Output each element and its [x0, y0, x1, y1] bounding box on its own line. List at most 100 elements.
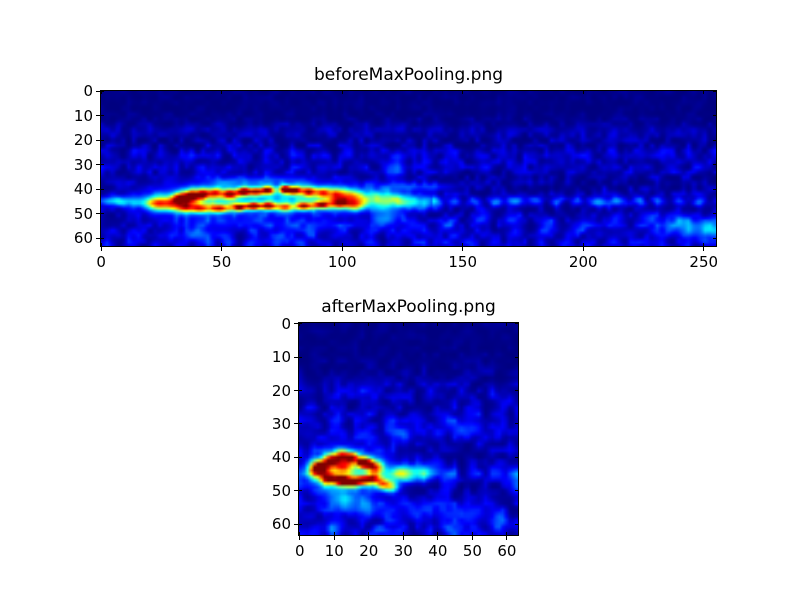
y-tick-mark — [713, 139, 716, 141]
y-tick-mark — [101, 237, 104, 239]
y-tick-mark — [515, 390, 518, 392]
y-tick-label: 40 — [73, 180, 93, 199]
y-tick-mark — [101, 188, 104, 190]
x-tick-mark — [341, 247, 343, 251]
y-tick-mark — [299, 456, 302, 458]
x-tick-mark — [582, 243, 584, 246]
x-tick-label: 20 — [359, 542, 379, 560]
y-tick-mark — [294, 356, 298, 358]
x-tick-mark — [100, 91, 102, 94]
x-tick-mark — [368, 536, 370, 540]
y-tick-mark — [299, 423, 302, 425]
x-tick-label: 100 — [327, 253, 357, 271]
y-tick-mark — [515, 356, 518, 358]
y-tick-mark — [713, 237, 716, 239]
y-tick-mark — [294, 523, 298, 525]
x-tick-mark — [471, 532, 473, 535]
y-tick-label: 60 — [73, 229, 93, 248]
y-tick-mark — [101, 115, 104, 117]
x-tick-label: 50 — [212, 253, 232, 271]
x-tick-mark — [703, 243, 705, 246]
y-tick-mark — [96, 164, 100, 166]
x-tick-mark — [462, 243, 464, 246]
y-tick-mark — [96, 90, 100, 92]
x-tick-mark — [341, 91, 343, 94]
y-tick-label: 60 — [271, 515, 291, 534]
before-maxpooling-axes — [100, 90, 717, 247]
y-tick-mark — [294, 490, 298, 492]
x-tick-mark — [402, 536, 404, 540]
x-tick-mark — [368, 532, 370, 535]
x-tick-label: 0 — [294, 542, 305, 560]
x-tick-mark — [582, 247, 584, 251]
y-tick-mark — [294, 423, 298, 425]
y-tick-mark — [515, 323, 518, 325]
y-tick-label: 0 — [83, 82, 93, 101]
x-tick-mark — [221, 243, 223, 246]
y-tick-label: 30 — [73, 155, 93, 174]
x-tick-mark — [341, 243, 343, 246]
y-tick-mark — [299, 490, 302, 492]
y-tick-mark — [294, 456, 298, 458]
before-maxpooling-title: beforeMaxPooling.png — [313, 65, 504, 85]
x-tick-mark — [437, 536, 439, 540]
y-tick-mark — [96, 115, 100, 117]
y-tick-mark — [299, 390, 302, 392]
y-tick-label: 0 — [281, 314, 291, 333]
x-tick-label: 50 — [462, 542, 482, 560]
y-tick-label: 50 — [73, 204, 93, 223]
y-tick-mark — [101, 90, 104, 92]
x-tick-mark — [402, 532, 404, 535]
x-tick-mark — [471, 536, 473, 540]
x-tick-mark — [437, 323, 439, 326]
x-tick-mark — [368, 323, 370, 326]
y-tick-mark — [713, 188, 716, 190]
x-tick-label: 200 — [568, 253, 598, 271]
x-tick-mark — [221, 91, 223, 94]
y-tick-mark — [101, 164, 104, 166]
y-tick-mark — [515, 490, 518, 492]
x-tick-mark — [506, 323, 508, 326]
y-tick-label: 40 — [271, 448, 291, 467]
x-tick-label: 10 — [324, 542, 344, 560]
x-tick-mark — [506, 536, 508, 540]
y-tick-label: 30 — [271, 414, 291, 433]
x-tick-mark — [100, 247, 102, 251]
x-tick-mark — [299, 323, 301, 326]
x-tick-label: 0 — [96, 253, 106, 271]
after-maxpooling-title: afterMaxPooling.png — [321, 297, 496, 317]
x-tick-mark — [437, 532, 439, 535]
y-tick-label: 10 — [73, 106, 93, 125]
x-tick-mark — [333, 323, 335, 326]
x-tick-label: 250 — [689, 253, 719, 271]
before-maxpooling-heatmap — [101, 91, 716, 246]
x-tick-mark — [100, 243, 102, 246]
x-tick-mark — [703, 247, 705, 251]
y-tick-label: 50 — [271, 481, 291, 500]
x-tick-mark — [402, 323, 404, 326]
x-tick-mark — [582, 91, 584, 94]
y-tick-mark — [299, 356, 302, 358]
x-tick-mark — [299, 532, 301, 535]
y-tick-mark — [713, 164, 716, 166]
y-tick-mark — [96, 139, 100, 141]
x-tick-label: 150 — [448, 253, 478, 271]
x-tick-label: 40 — [428, 542, 448, 560]
y-tick-mark — [515, 456, 518, 458]
y-tick-mark — [96, 213, 100, 215]
x-tick-mark — [703, 91, 705, 94]
y-tick-mark — [515, 523, 518, 525]
y-tick-mark — [294, 390, 298, 392]
after-maxpooling-axes — [298, 322, 519, 536]
y-tick-mark — [101, 213, 104, 215]
y-tick-label: 20 — [73, 131, 93, 150]
x-tick-mark — [506, 532, 508, 535]
y-tick-mark — [713, 90, 716, 92]
y-tick-label: 10 — [271, 348, 291, 367]
y-tick-mark — [96, 188, 100, 190]
x-tick-mark — [299, 536, 301, 540]
x-tick-mark — [462, 247, 464, 251]
y-tick-mark — [713, 115, 716, 117]
y-tick-mark — [299, 323, 302, 325]
